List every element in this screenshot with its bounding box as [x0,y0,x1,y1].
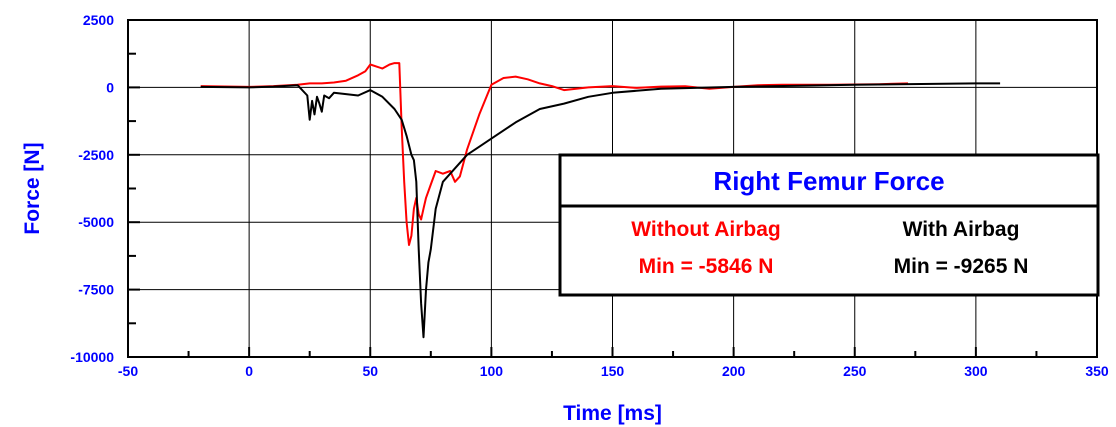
x-tick-label: 200 [722,363,746,379]
y-tick-label: -5000 [78,214,114,230]
x-tick-label: 300 [964,363,988,379]
legend-box: Right Femur Force Without Airbag Min = -… [558,153,1100,297]
x-tick-label: 250 [843,363,867,379]
series-lines [200,62,1001,339]
y-tick-label: -7500 [78,282,114,298]
y-tick-label: 0 [106,79,114,95]
x-tick-label: 50 [362,363,378,379]
x-tick-label: 150 [601,363,625,379]
legend-frame [558,153,1100,297]
x-tick-label: 100 [480,363,504,379]
series-line-with-airbag [200,82,1001,339]
x-tick-label: 0 [245,363,253,379]
y-tick-label: 2500 [83,12,114,28]
legend-title: Right Femur Force [713,166,944,196]
y-axis-title: Force [N] [21,142,44,234]
axis-ticks [127,19,1098,358]
x-tick-label: -50 [118,363,138,379]
x-tick-label: 350 [1085,363,1109,379]
legend-min-without-airbag: Min = -5846 N [639,255,774,278]
tick-labels: -50 0 50 100 150 200 250 300 350 2500 0 -2500 -5000 -… [70,12,1108,379]
series-line-without-airbag [200,62,909,246]
x-axis-title: Time [ms] [563,402,662,425]
legend-label-without-airbag: Without Airbag [631,218,781,241]
legend-min-with-airbag: Min = -9265 N [894,255,1029,278]
y-tick-label: -2500 [78,147,114,163]
y-tick-label: -10000 [70,349,114,365]
legend-label-with-airbag: With Airbag [903,218,1020,241]
